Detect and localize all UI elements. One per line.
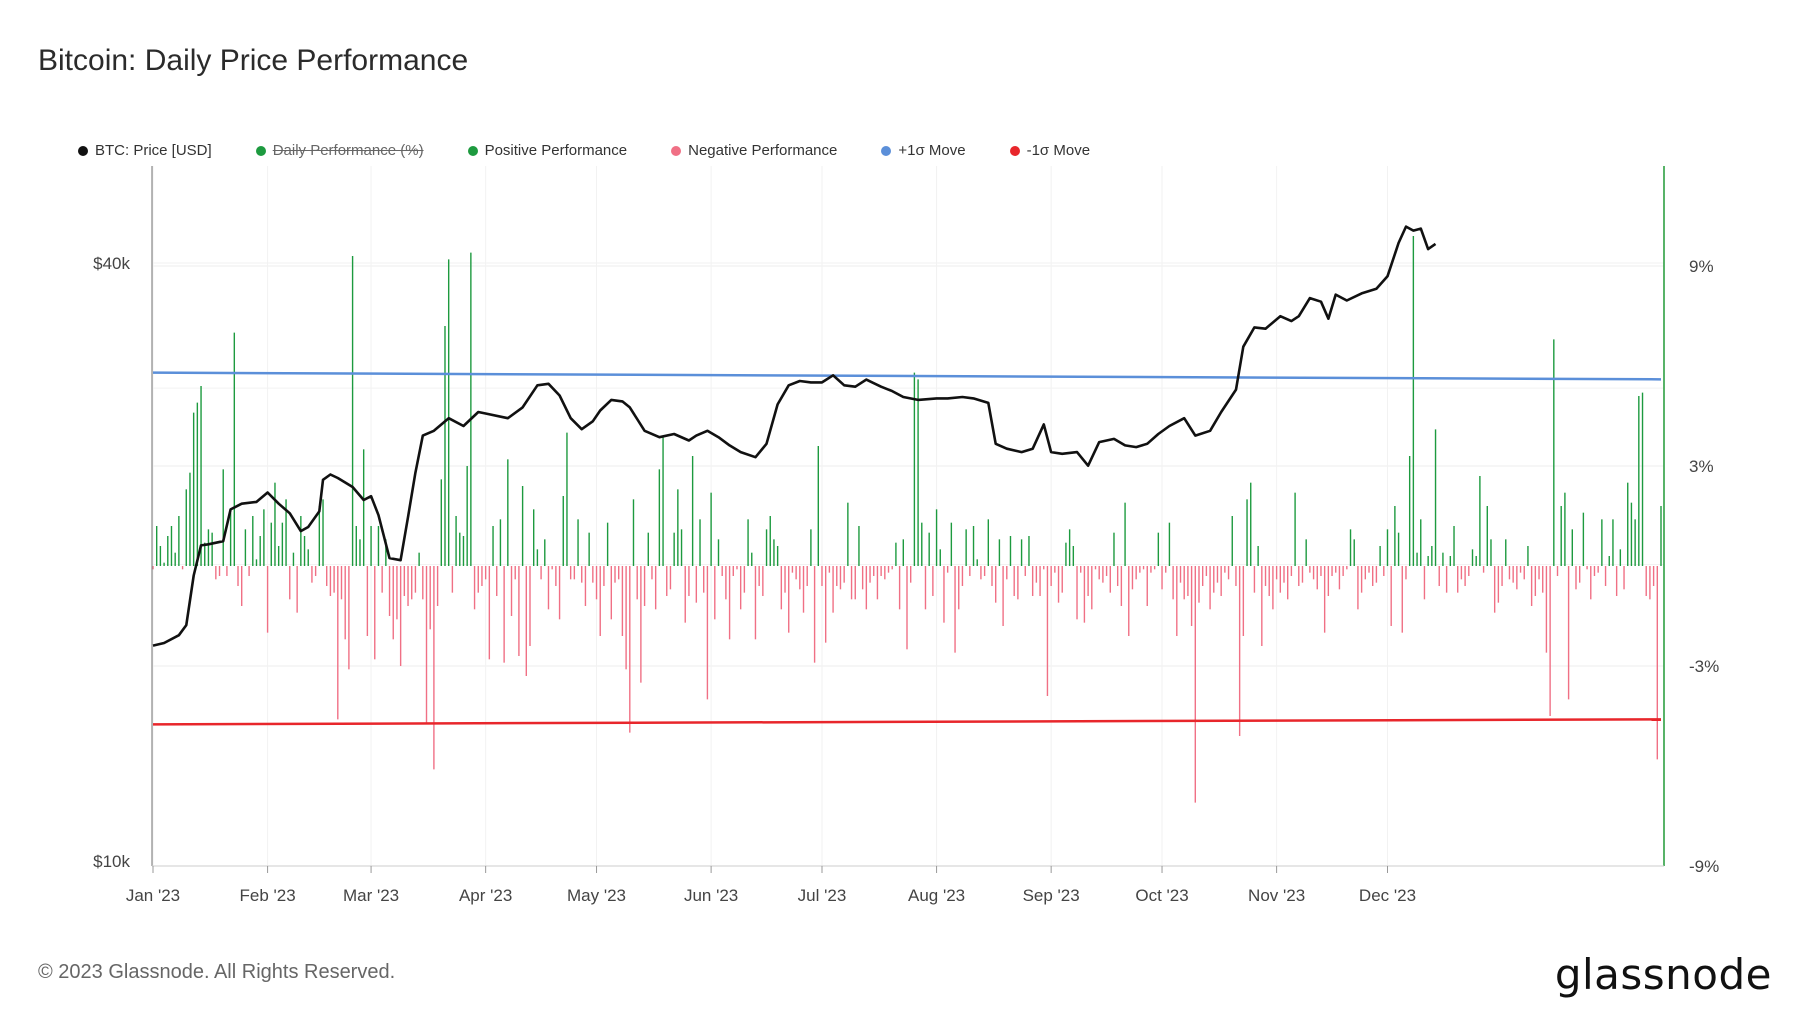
legend-dot-icon bbox=[78, 145, 88, 156]
legend-label: -1σ Move bbox=[1026, 142, 1091, 159]
x-tick-label: Jun '23 bbox=[684, 886, 738, 905]
x-tick-label: Nov '23 bbox=[1248, 886, 1305, 905]
y-right-tick-label: 3% bbox=[1689, 457, 1714, 476]
x-tick-label: Aug '23 bbox=[908, 886, 965, 905]
x-tick-label: May '23 bbox=[567, 886, 626, 905]
legend-item-minus-sigma[interactable]: -1σ Move bbox=[1009, 142, 1091, 159]
y-right-tick-label: -9% bbox=[1689, 857, 1719, 876]
glassnode-logo: glassnode bbox=[1554, 950, 1772, 999]
axes: Jan '23 Feb '23 Mar '23 Apr '23 May '23 Jun '… bbox=[93, 166, 1719, 905]
legend-dot-icon bbox=[467, 145, 478, 156]
minus-sigma-line bbox=[152, 718, 1662, 726]
legend-label: BTC: Price [USD] bbox=[95, 142, 212, 159]
legend-label: Daily Performance (%) bbox=[272, 142, 424, 159]
legend-label: +1σ Move bbox=[898, 142, 966, 159]
legend-item-daily-performance[interactable]: Daily Performance (%) bbox=[255, 142, 424, 159]
legend-dot-icon bbox=[255, 145, 266, 156]
plus-sigma-line bbox=[152, 371, 1662, 381]
legend-dot-icon bbox=[671, 145, 682, 156]
price-series bbox=[152, 225, 1437, 647]
y-left-tick-label: $40k bbox=[93, 254, 130, 273]
legend-item-plus-sigma[interactable]: +1σ Move bbox=[881, 142, 966, 159]
legend-item-positive[interactable]: Positive Performance bbox=[467, 142, 628, 159]
legend-item-negative[interactable]: Negative Performance bbox=[671, 142, 837, 159]
x-tick-label: Dec '23 bbox=[1359, 886, 1416, 905]
sigma-lines bbox=[152, 371, 1662, 726]
legend-label: Negative Performance bbox=[688, 142, 838, 159]
x-tick-label: Feb '23 bbox=[239, 886, 295, 905]
x-tick-label: Oct '23 bbox=[1135, 886, 1188, 905]
x-tick-label: Apr '23 bbox=[459, 886, 512, 905]
x-tick-label: Sep '23 bbox=[1023, 886, 1080, 905]
legend-dot-icon bbox=[881, 145, 892, 156]
x-tick-label: Jan '23 bbox=[126, 886, 180, 905]
x-tick-label: Mar '23 bbox=[343, 886, 399, 905]
x-tick-label: Jul '23 bbox=[798, 886, 847, 905]
legend-dot-icon bbox=[1009, 145, 1020, 156]
y-left-tick-label: $10k bbox=[93, 852, 130, 871]
performance-bars bbox=[152, 236, 1662, 803]
legend-label: Positive Performance bbox=[484, 142, 628, 159]
y-right-tick-label: -3% bbox=[1689, 657, 1719, 676]
copyright-footer: © 2023 Glassnode. All Rights Reserved. bbox=[38, 961, 396, 983]
legend-item-price[interactable]: BTC: Price [USD] bbox=[78, 142, 212, 159]
legend: BTC: Price [USD] Daily Performance (%) P… bbox=[78, 142, 1134, 159]
y-right-tick-label: 9% bbox=[1689, 257, 1714, 276]
chart-title: Bitcoin: Daily Price Performance bbox=[38, 44, 469, 77]
btc-price-line bbox=[152, 225, 1437, 647]
